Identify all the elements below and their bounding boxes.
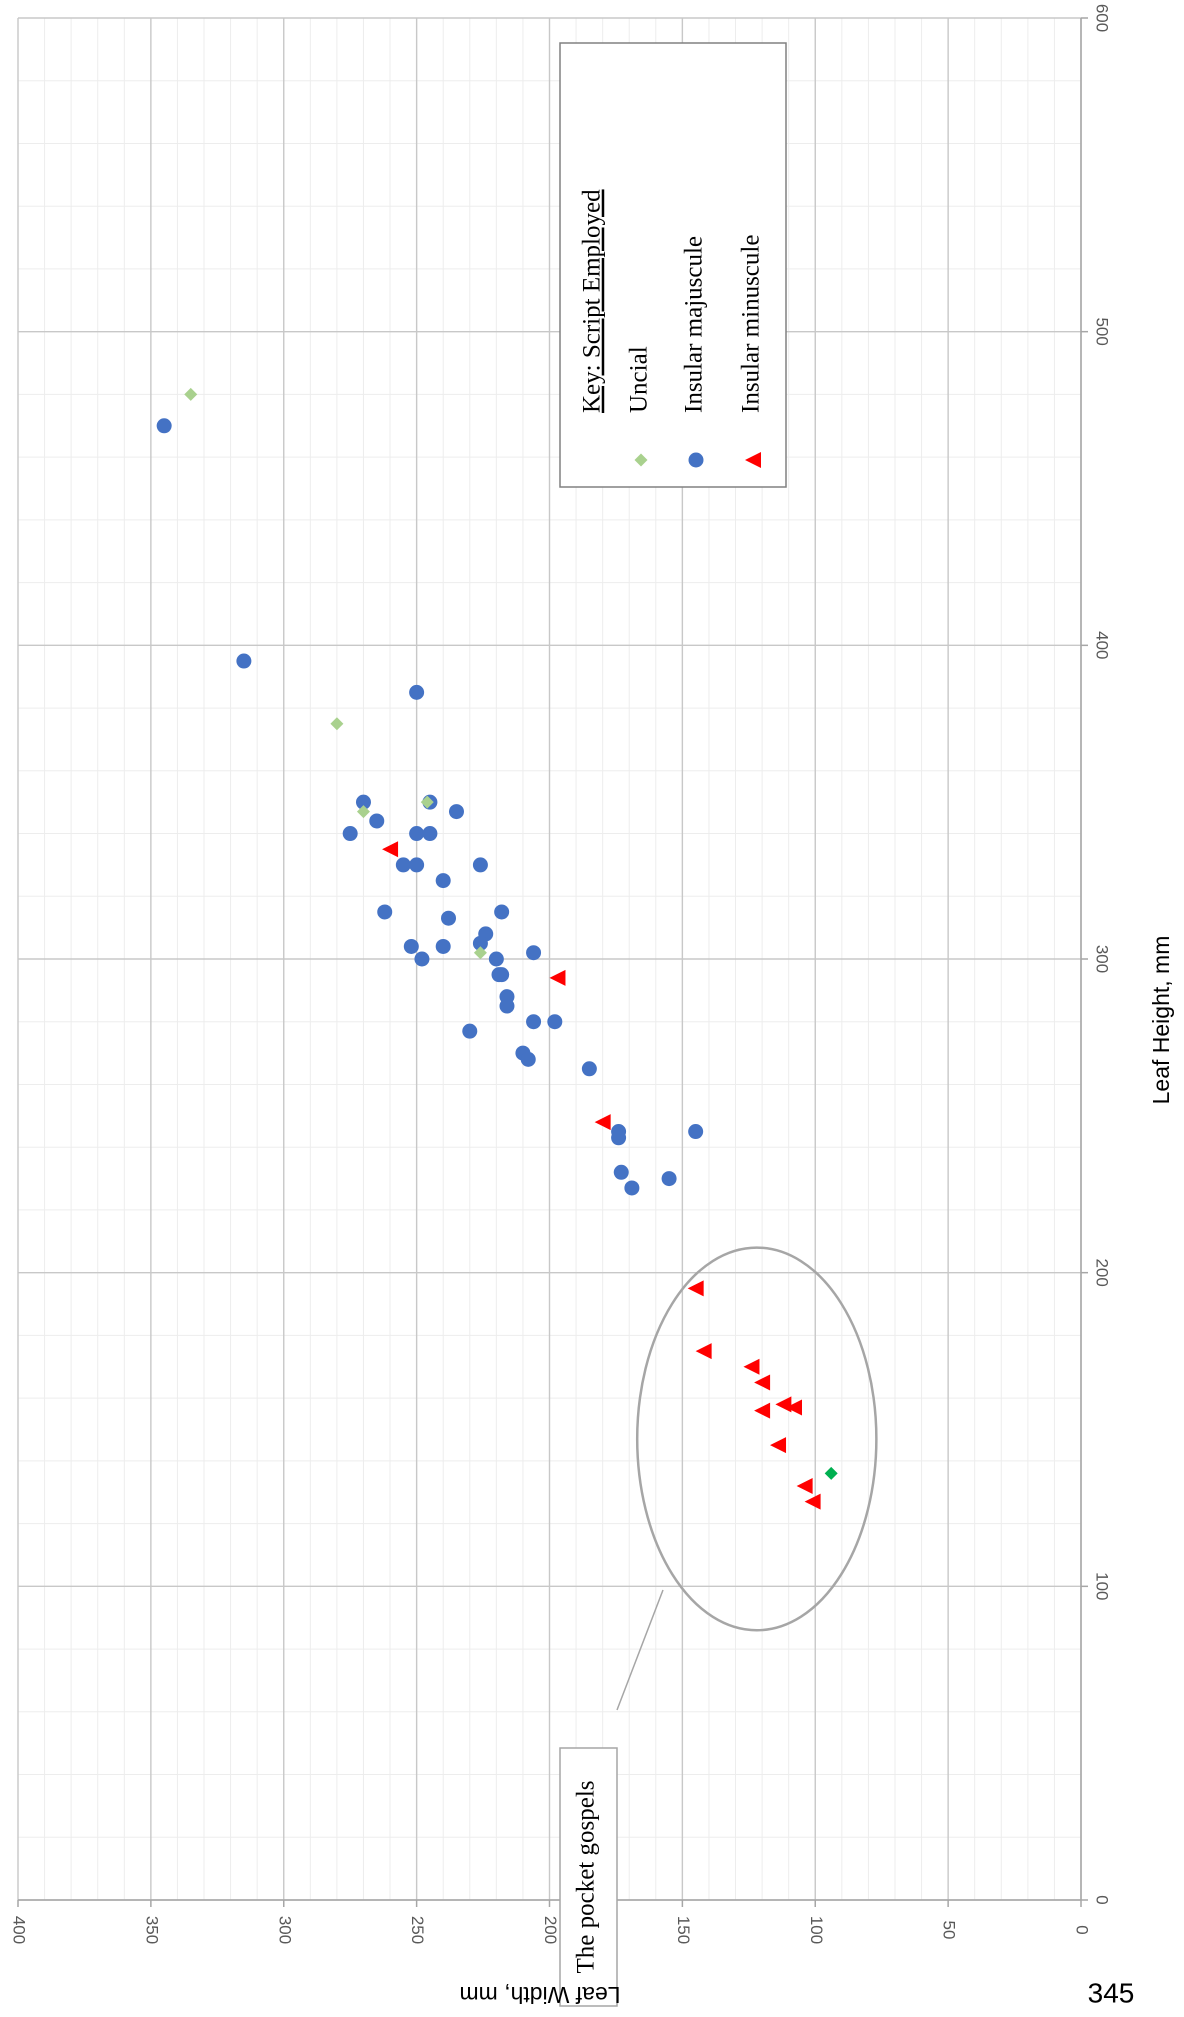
height-tick-label: 100 <box>1093 1572 1112 1600</box>
height-tick-label: 200 <box>1093 1258 1112 1286</box>
width-tick-label: 100 <box>807 1916 826 1944</box>
insular-majuscule-point <box>436 939 451 954</box>
width-axis-title: Leaf Width, mm <box>459 1982 620 2008</box>
insular-majuscule-point <box>414 952 429 967</box>
insular-majuscule-point <box>157 418 172 433</box>
insular-minuscule-point <box>688 1280 704 1296</box>
height-axis-title: Leaf Height, mm <box>1148 936 1174 1105</box>
width-tick-label: 350 <box>142 1916 161 1944</box>
insular-majuscule-point <box>547 1014 562 1029</box>
height-tick-label: 400 <box>1093 631 1112 659</box>
insular-minuscule-point <box>696 1343 712 1359</box>
height-tick-label: 0 <box>1093 1895 1112 1904</box>
insular-majuscule-point <box>409 685 424 700</box>
legend-label-uncial: Uncial <box>626 346 653 413</box>
insular-majuscule-point <box>449 804 464 819</box>
insular-majuscule-point <box>369 813 384 828</box>
width-tick-label: 300 <box>275 1916 294 1944</box>
insular-minuscule-point <box>797 1478 813 1494</box>
insular-majuscule-point <box>614 1165 629 1180</box>
uncial-point <box>184 388 197 401</box>
insular-majuscule-point <box>611 1130 626 1145</box>
insular-majuscule-point <box>377 904 392 919</box>
insular-majuscule-point <box>624 1180 639 1195</box>
legend: Key: Script Employed Uncial Insular majusc… <box>560 43 786 487</box>
height-tick-label: 600 <box>1093 4 1112 32</box>
axes <box>18 18 1088 1907</box>
insular-majuscule-point <box>409 857 424 872</box>
legend-label-insular-majuscule: Insular majuscule <box>681 236 708 413</box>
pocket-gospels-annotation: The pocket gospels <box>560 1248 876 2006</box>
insular-majuscule-point <box>688 1124 703 1139</box>
insular-majuscule-point <box>662 1171 677 1186</box>
callout-label: The pocket gospels <box>573 1780 600 1973</box>
legend-marker-insular-majuscule <box>689 453 704 468</box>
width-tick-label: 150 <box>674 1916 693 1944</box>
insular-majuscule-point <box>396 857 411 872</box>
width-tick-label: 50 <box>940 1921 959 1940</box>
insular-majuscule-point <box>473 857 488 872</box>
insular-majuscule-point <box>521 1052 536 1067</box>
insular-majuscule-point <box>462 1024 477 1039</box>
insular-majuscule-point <box>404 939 419 954</box>
insular-majuscule-point <box>526 1014 541 1029</box>
width-tick-label: 0 <box>1073 1925 1092 1934</box>
insular-majuscule-point <box>409 826 424 841</box>
insular-minuscule-point <box>805 1494 821 1510</box>
insular-minuscule-point <box>549 970 565 986</box>
insular-majuscule-point <box>582 1061 597 1076</box>
insular-minuscule-point <box>743 1359 759 1375</box>
insular-majuscule-point <box>422 826 437 841</box>
insular-majuscule-point <box>441 911 456 926</box>
insular-majuscule-point <box>343 826 358 841</box>
insular-minuscule-point <box>770 1437 786 1453</box>
height-tick-label: 500 <box>1093 317 1112 345</box>
insular-minuscule-point <box>775 1396 791 1412</box>
insular-majuscule-point <box>489 952 504 967</box>
insular-majuscule-point <box>494 967 509 982</box>
insular-majuscule-point <box>494 904 509 919</box>
legend-label-insular-minuscule: Insular minuscule <box>738 235 765 413</box>
height-tick-label: 300 <box>1093 945 1112 973</box>
uncial-point <box>825 1467 838 1480</box>
insular-majuscule-point <box>436 873 451 888</box>
insular-majuscule-point <box>236 654 251 669</box>
width-tick-label: 250 <box>408 1916 427 1944</box>
pocket-gospels-ellipse <box>637 1248 876 1631</box>
uncial-point <box>330 717 343 730</box>
corner-number: 345 <box>1088 1977 1135 2008</box>
insular-majuscule-point <box>526 945 541 960</box>
insular-majuscule-point <box>499 999 514 1014</box>
width-tick-label: 400 <box>10 1916 29 1944</box>
width-tick-label: 200 <box>541 1916 560 1944</box>
legend-title: Key: Script Employed <box>579 189 606 413</box>
